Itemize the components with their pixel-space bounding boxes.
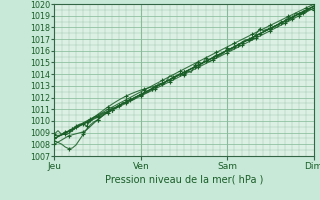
X-axis label: Pression niveau de la mer( hPa ): Pression niveau de la mer( hPa )	[105, 175, 263, 185]
